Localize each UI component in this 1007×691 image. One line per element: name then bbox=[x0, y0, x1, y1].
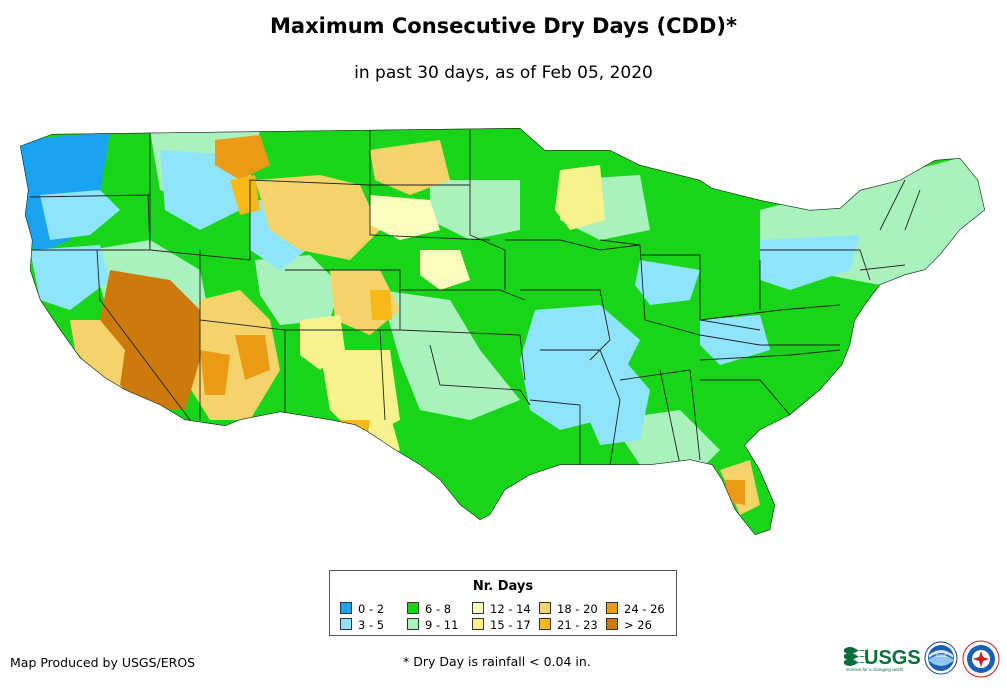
legend-title: Nr. Days bbox=[472, 579, 534, 594]
svg-text:USGS: USGS bbox=[864, 647, 920, 669]
legend-item-6-8: 6 - 8 bbox=[407, 602, 451, 616]
producer-credit: Map Produced by USGS/EROS bbox=[10, 655, 196, 670]
legend-item-12-14: 12 - 14 bbox=[472, 602, 531, 616]
map-legend: Nr. Days 0 - 2 3 - 5 6 - 8 9 - 11 12 - 1… bbox=[329, 570, 677, 636]
map-subtitle: in past 30 days, as of Feb 05, 2020 bbox=[354, 63, 653, 83]
map-title: Maximum Consecutive Dry Days (CDD)* bbox=[270, 14, 737, 38]
legend-item-over-26: > 26 bbox=[606, 618, 652, 632]
usgs-logo: USGS science for a changing world bbox=[844, 647, 920, 672]
legend-item-21-23: 21 - 23 bbox=[539, 618, 598, 632]
legend-item-18-20: 18 - 20 bbox=[539, 602, 598, 616]
dry-day-footnote: * Dry Day is rainfall < 0.04 in. bbox=[403, 654, 591, 669]
us-dry-days-map bbox=[20, 128, 985, 535]
svg-text:noaa: noaa bbox=[935, 653, 946, 659]
legend-item-15-17: 15 - 17 bbox=[472, 618, 531, 632]
nws-logo bbox=[962, 640, 1000, 678]
noaa-logo: noaa bbox=[924, 641, 958, 675]
legend-item-0-2: 0 - 2 bbox=[340, 602, 384, 616]
legend-item-9-11: 9 - 11 bbox=[407, 618, 458, 632]
legend-item-3-5: 3 - 5 bbox=[340, 618, 384, 632]
legend-item-24-26: 24 - 26 bbox=[606, 602, 665, 616]
svg-text:science for a changing world: science for a changing world bbox=[846, 667, 904, 672]
